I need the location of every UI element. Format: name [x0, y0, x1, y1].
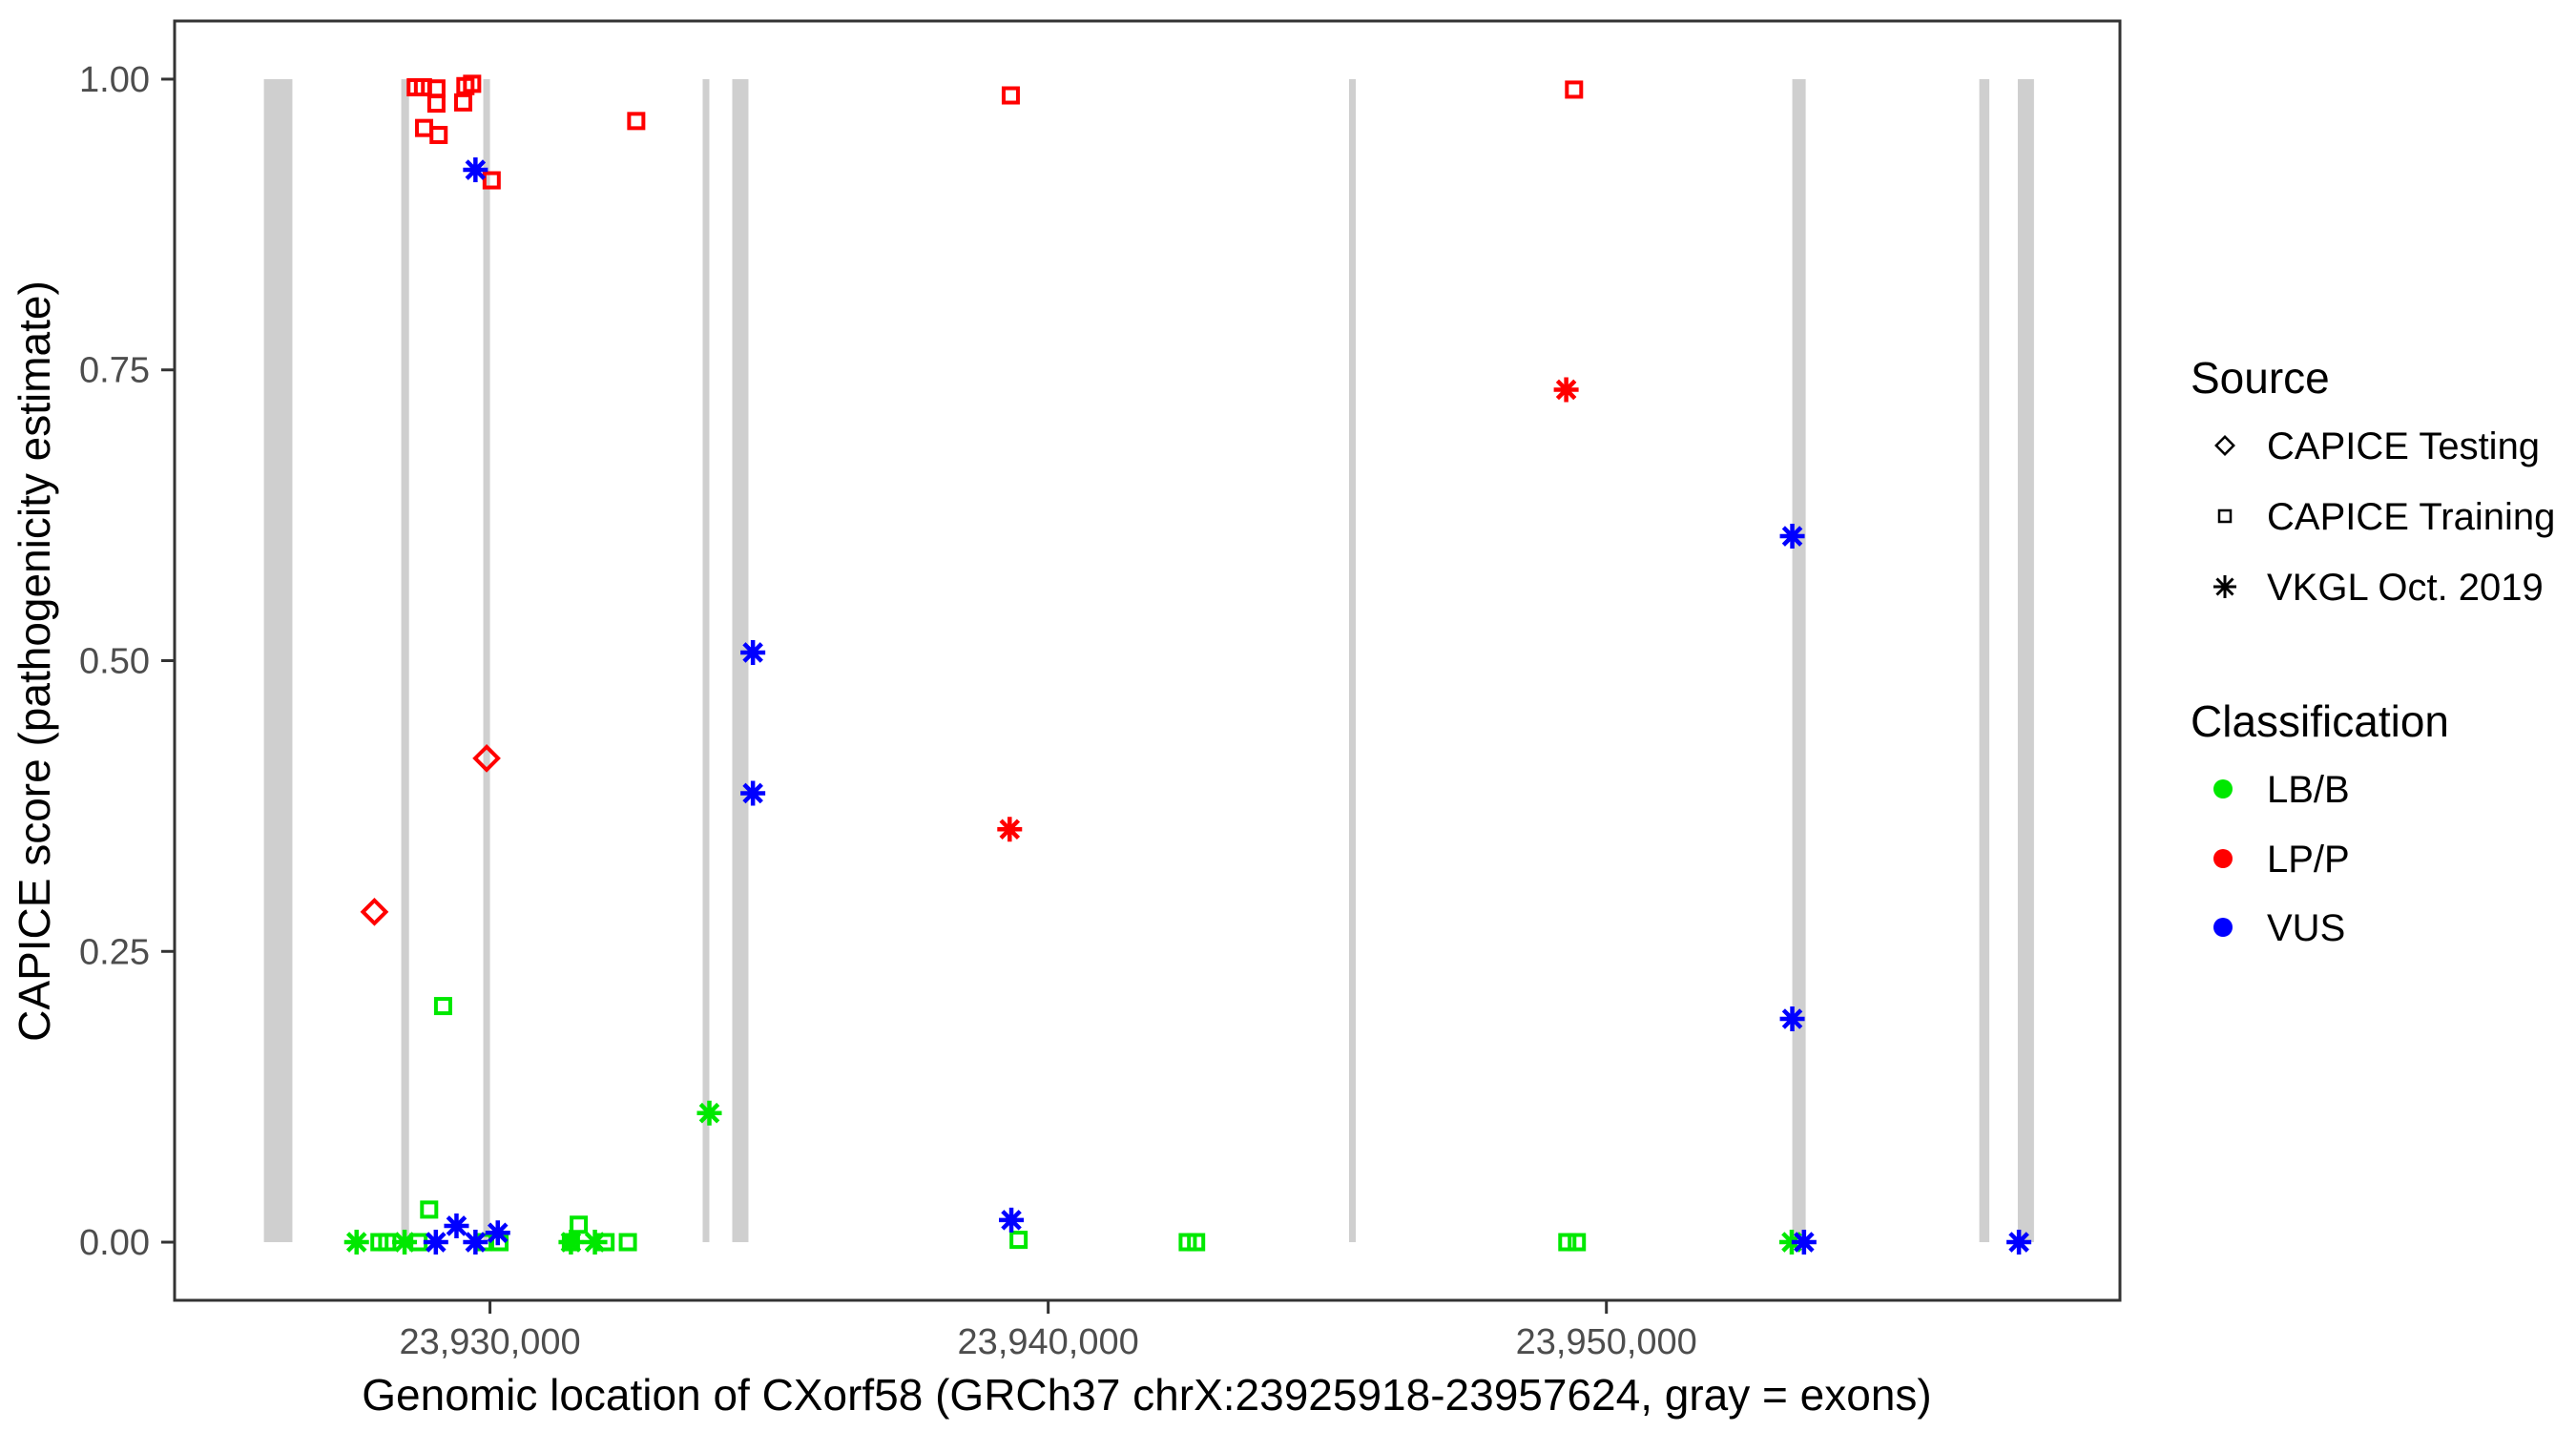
y-tick-label: 0.75 — [79, 351, 150, 391]
x-tick-label: 23,950,000 — [1516, 1322, 1697, 1362]
data-point-asterisk — [1779, 1006, 1805, 1031]
data-point-square — [482, 171, 501, 190]
data-point-asterisk — [444, 1213, 469, 1238]
data-point-square — [1187, 1233, 1206, 1252]
exon-bar — [1979, 78, 1990, 1243]
diamond-icon — [2214, 435, 2235, 456]
tick-layer: 23,930,000 23,940,000 23,950,000 0.00 0.25 0.… — [79, 60, 1697, 1362]
data-point-square — [627, 112, 646, 131]
legend-classification: Classification LB/B LP/P VUS — [2191, 696, 2449, 949]
x-axis-title: Genomic location of CXorf58 (GRCh37 chrX… — [362, 1370, 1931, 1420]
legend-item-vkgl: VKGL Oct. 2019 — [2267, 567, 2544, 609]
exon-bar — [263, 78, 293, 1243]
lpp-dot-icon — [2213, 849, 2233, 868]
x-tick-label: 23,940,000 — [958, 1322, 1139, 1362]
data-point-asterisk — [463, 1230, 488, 1255]
exon-layer — [263, 78, 2034, 1243]
y-tick-label: 0.25 — [79, 932, 150, 972]
legend-source-title: Source — [2191, 353, 2330, 403]
legend-item-vus: VUS — [2267, 907, 2345, 949]
y-axis-title: CAPICE score (pathogenicity estimate) — [10, 280, 59, 1042]
exon-bar — [702, 78, 710, 1243]
data-point-square — [420, 1200, 439, 1219]
data-point-asterisk — [2006, 1230, 2032, 1255]
lbb-dot-icon — [2213, 779, 2233, 798]
y-tick-label: 1.00 — [79, 60, 150, 100]
data-point-asterisk — [1553, 377, 1579, 403]
square-icon — [2217, 508, 2233, 524]
data-point-asterisk — [463, 157, 488, 183]
data-point-square — [1009, 1231, 1028, 1250]
point-layer — [343, 74, 2032, 1255]
legend-classification-title: Classification — [2191, 696, 2449, 746]
legend-source: Source CAPICE Testing CAPICE Training VK… — [2191, 353, 2555, 609]
legend-item-capice-training: CAPICE Training — [2267, 496, 2555, 538]
exon-bar — [732, 78, 749, 1243]
exon-bar — [401, 78, 409, 1243]
data-point-asterisk — [582, 1230, 608, 1255]
plot-panel-border — [173, 19, 2122, 1302]
y-tick-label: 0.50 — [79, 642, 150, 682]
data-point-asterisk — [997, 817, 1023, 842]
data-point-asterisk — [423, 1230, 448, 1255]
exon-bar — [2017, 78, 2034, 1243]
data-point-square — [618, 1233, 637, 1252]
data-point-square — [463, 74, 482, 93]
data-point-asterisk — [392, 1230, 418, 1255]
vus-dot-icon — [2213, 918, 2233, 937]
asterisk-icon — [2213, 575, 2236, 598]
data-point-square — [1001, 86, 1020, 105]
exon-bar — [483, 78, 490, 1243]
data-point-asterisk — [740, 639, 766, 665]
data-point-square — [1565, 80, 1584, 99]
data-point-square — [426, 94, 446, 114]
data-point-asterisk — [343, 1230, 369, 1255]
legend-item-lpp: LP/P — [2267, 839, 2350, 881]
data-point-asterisk — [999, 1207, 1025, 1233]
legend-item-lbb: LB/B — [2267, 769, 2350, 811]
data-point-square — [453, 93, 472, 112]
data-point-asterisk — [1779, 524, 1805, 550]
data-point-asterisk — [696, 1100, 722, 1126]
data-point-asterisk — [485, 1220, 510, 1246]
data-point-square — [1568, 1233, 1587, 1252]
legend-item-capice-testing: CAPICE Testing — [2267, 425, 2540, 467]
data-point-square — [433, 997, 452, 1016]
data-point-asterisk — [558, 1230, 584, 1255]
data-point-diamond — [360, 897, 389, 926]
exon-bar — [1349, 78, 1357, 1243]
data-point-square — [1558, 1233, 1577, 1252]
x-tick-label: 23,930,000 — [399, 1322, 580, 1362]
data-point-square — [570, 1215, 589, 1234]
y-tick-label: 0.00 — [79, 1223, 150, 1263]
exon-bar — [1792, 78, 1806, 1243]
data-point-asterisk — [1791, 1230, 1817, 1255]
data-point-square — [429, 125, 448, 144]
data-point-diamond — [472, 744, 501, 773]
data-point-asterisk — [740, 780, 766, 806]
